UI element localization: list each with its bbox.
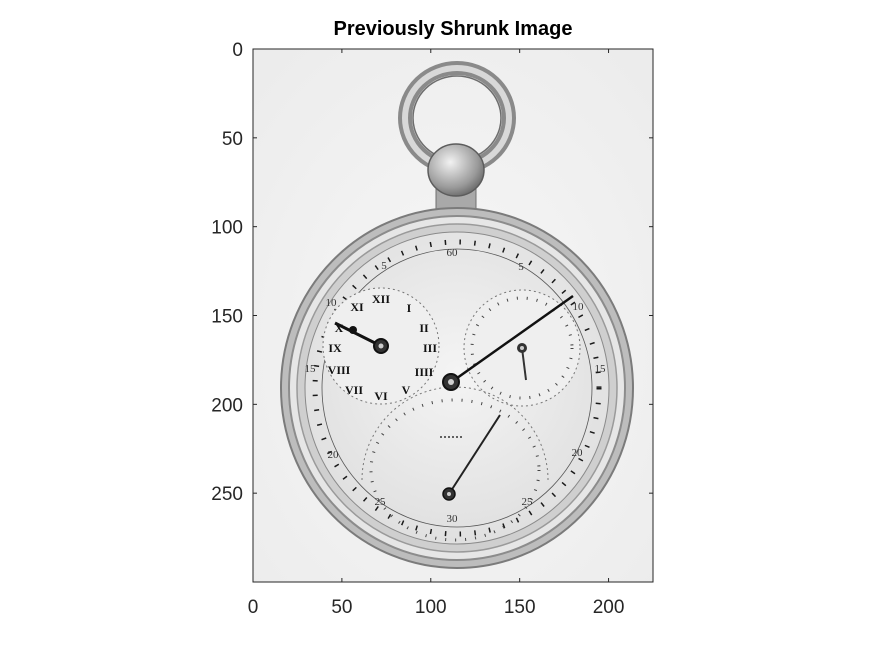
svg-text:10: 10 bbox=[573, 301, 585, 313]
y-tick-label: 250 bbox=[211, 484, 243, 505]
svg-text:25: 25 bbox=[375, 496, 387, 508]
svg-text:VIII: VIII bbox=[328, 363, 351, 377]
svg-text:V: V bbox=[402, 383, 411, 397]
x-tick-label: 150 bbox=[504, 597, 536, 618]
x-axis: 0 50 100 150 200 bbox=[248, 49, 625, 618]
svg-text:60: 60 bbox=[447, 247, 459, 259]
svg-text:5: 5 bbox=[381, 260, 387, 272]
svg-text:I: I bbox=[407, 301, 412, 315]
figure-title: Previously Shrunk Image bbox=[333, 18, 573, 40]
svg-text:IX: IX bbox=[328, 341, 342, 355]
right-subdial bbox=[463, 289, 581, 407]
svg-text:10: 10 bbox=[326, 297, 338, 309]
svg-text:II: II bbox=[419, 321, 429, 335]
y-tick-label: 150 bbox=[211, 307, 243, 328]
svg-text:XI: XI bbox=[350, 300, 364, 314]
pocket-watch-image: 60 5 5 10 10 15 15 20 20 25 25 30 XII I … bbox=[280, 61, 634, 569]
svg-text:15: 15 bbox=[595, 363, 607, 375]
y-tick-label: 200 bbox=[211, 395, 243, 416]
y-tick-label: 0 bbox=[232, 40, 243, 61]
svg-text:30: 30 bbox=[447, 513, 459, 525]
x-tick-label: 50 bbox=[331, 597, 352, 618]
svg-text:III: III bbox=[423, 341, 437, 355]
x-tick-label: 100 bbox=[415, 597, 447, 618]
svg-text:VII: VII bbox=[345, 383, 363, 397]
y-tick-label: 100 bbox=[211, 218, 243, 239]
x-tick-label: 200 bbox=[593, 597, 625, 618]
hour-subdial: XII I II III IIII V VI VII VIII IX X XI bbox=[322, 287, 440, 405]
svg-text:15: 15 bbox=[305, 363, 317, 375]
x-tick-label: 0 bbox=[248, 597, 259, 618]
svg-text:X: X bbox=[335, 321, 344, 335]
y-tick-label: 50 bbox=[222, 129, 243, 150]
svg-text:XII: XII bbox=[372, 292, 390, 306]
y-axis: 0 50 100 150 200 250 bbox=[211, 40, 653, 505]
svg-text:20: 20 bbox=[572, 447, 584, 459]
svg-text:VI: VI bbox=[374, 389, 388, 403]
svg-text:IIII: IIII bbox=[415, 365, 434, 379]
svg-text:20: 20 bbox=[328, 449, 340, 461]
svg-text:5: 5 bbox=[518, 261, 524, 273]
svg-text:25: 25 bbox=[522, 496, 534, 508]
